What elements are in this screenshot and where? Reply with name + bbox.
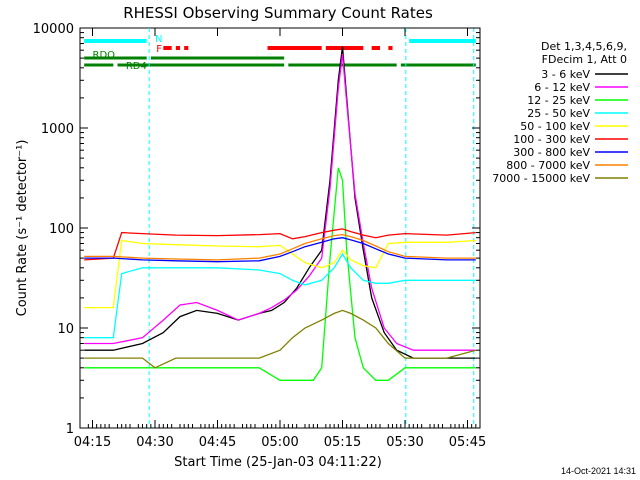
series-line-4 <box>84 239 476 309</box>
footer-date: 14-Oct-2021 14:31 <box>561 466 636 476</box>
annot-rd4: RD4 <box>126 61 147 72</box>
y-tick-label: 1000 <box>41 122 74 137</box>
y-tick-label: 10000 <box>33 22 74 37</box>
x-tick-label: 04:30 <box>136 435 173 450</box>
legend-label-7: 800 - 7000 keV <box>506 159 590 172</box>
x-tick-label: 05:15 <box>324 435 361 450</box>
x-tick-label: 05:30 <box>386 435 423 450</box>
y-tick-label: 100 <box>49 222 74 237</box>
legend-header-2: FDecim 1, Att 0 <box>542 53 627 66</box>
series-line-8 <box>84 309 476 369</box>
legend-label-2: 12 - 25 keV <box>527 94 590 107</box>
series-line-5 <box>84 228 476 261</box>
series-line-6 <box>84 237 476 263</box>
series-line-0 <box>84 46 476 359</box>
axis-layer: 04:15 04:30 04:45 05:00 05:15 05:30 05:45 1 10 10… <box>33 22 487 450</box>
legend-label-5: 100 - 300 keV <box>513 133 590 146</box>
series-layer <box>84 46 476 381</box>
annot-f: F <box>156 44 162 55</box>
series-line-7 <box>84 233 476 261</box>
legend-header-1: Det 1,3,4,5,6,9, <box>541 40 627 53</box>
x-tick-label: 05:00 <box>261 435 298 450</box>
legend-label-0: 3 - 6 keV <box>541 68 590 81</box>
legend: Det 1,3,4,5,6,9, FDecim 1, Att 0 3 - 6 k… <box>492 40 628 185</box>
series-line-2 <box>84 167 476 381</box>
legend-label-8: 7000 - 15000 keV <box>492 172 590 185</box>
x-tick-label: 04:15 <box>74 435 111 450</box>
legend-label-1: 6 - 12 keV <box>534 81 590 94</box>
annot-rdo: RDO <box>93 50 116 61</box>
x-tick-label: 04:45 <box>199 435 236 450</box>
y-axis-label: Count Rate (s⁻¹ detector⁻¹) <box>15 140 30 317</box>
chart-title: RHESSI Observing Summary Count Rates <box>123 4 433 22</box>
series-line-1 <box>84 53 476 351</box>
y-tick-label: 10 <box>57 322 74 337</box>
series-line-3 <box>84 252 476 339</box>
x-tick-label: 05:45 <box>449 435 486 450</box>
legend-label-6: 300 - 800 keV <box>513 146 590 159</box>
annot-n: N <box>155 34 162 45</box>
y-tick-label: 1 <box>66 422 74 437</box>
x-axis-label: Start Time (25-Jan-03 04:11:22) <box>174 455 382 470</box>
legend-label-3: 25 - 50 keV <box>527 107 590 120</box>
legend-label-4: 50 - 100 keV <box>520 120 590 133</box>
